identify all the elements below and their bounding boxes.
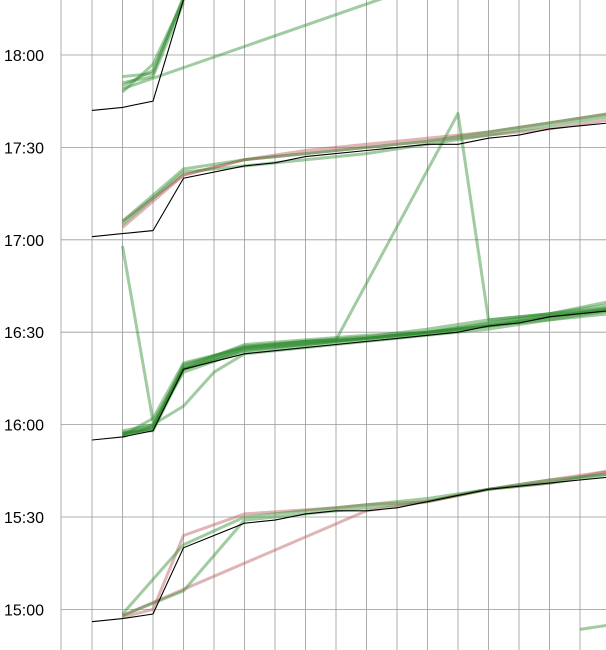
y-axis-labels: 15:00 15:30 16:00 16:30 17:00 17:30 18:00 bbox=[4, 48, 44, 619]
y-tick-label: 18:00 bbox=[4, 48, 44, 65]
timetable-line bbox=[91, 0, 184, 111]
on-time-trace-line bbox=[121, 0, 185, 88]
on-time-trace-line bbox=[122, 2, 185, 85]
grid bbox=[60, 0, 606, 650]
y-tick-label: 16:00 bbox=[4, 418, 44, 435]
y-tick-label: 17:30 bbox=[4, 140, 44, 157]
on-time-trace-line bbox=[121, 472, 606, 615]
on-time-trace-line bbox=[122, 312, 606, 433]
timetable-line bbox=[91, 122, 606, 238]
on-time-trace-line bbox=[121, 309, 606, 439]
on-time-trace-line bbox=[121, 115, 606, 226]
late-trace-line bbox=[121, 118, 606, 229]
on-time-trace-line bbox=[121, 245, 606, 423]
on-time-trace-line bbox=[121, 112, 606, 437]
on-time-trace-line bbox=[121, 473, 606, 617]
on-time-trace-line bbox=[122, 309, 606, 436]
on-time-trace-line bbox=[122, 0, 383, 91]
y-tick-label: 15:00 bbox=[4, 602, 44, 619]
y-tick-label: 17:00 bbox=[4, 233, 44, 250]
on-time-trace-line bbox=[122, 306, 606, 437]
timetable-line bbox=[91, 476, 606, 623]
on-time-trace-line bbox=[579, 623, 606, 631]
trip-traces bbox=[121, 0, 606, 631]
on-time-trace-line bbox=[122, 0, 184, 79]
timetable-lines bbox=[91, 0, 606, 623]
timetable-line bbox=[91, 310, 606, 441]
on-time-trace-line bbox=[121, 112, 606, 223]
on-time-trace-line bbox=[122, 306, 606, 436]
on-time-trace-line bbox=[121, 0, 185, 94]
on-time-trace-line bbox=[122, 308, 606, 436]
late-trace-line bbox=[122, 470, 606, 619]
y-tick-label: 16:30 bbox=[4, 325, 44, 342]
late-trace-line bbox=[121, 112, 606, 223]
y-tick-label: 15:30 bbox=[4, 510, 44, 527]
